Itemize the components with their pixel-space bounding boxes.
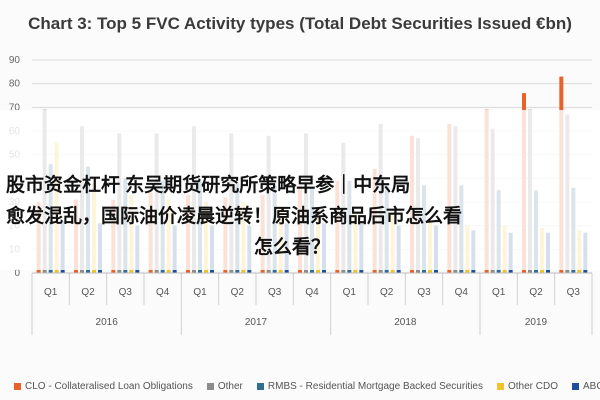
x-group-label: 2017 — [245, 317, 268, 328]
legend-item: RMBS - Residential Mortgage Backed Secur… — [256, 380, 483, 392]
x-tick-label: Q3 — [567, 287, 581, 298]
y-tick-label: 70 — [9, 102, 21, 113]
legend-label: Other CDO — [507, 380, 558, 392]
chart-legend: CLO - Collateralised Loan Obligations Oth… — [14, 378, 600, 394]
x-tick-label: Q1 — [44, 287, 58, 298]
y-tick-label: 80 — [9, 79, 21, 90]
x-tick-label: Q2 — [81, 287, 95, 298]
x-tick-label: Q2 — [231, 287, 245, 298]
x-tick-label: Q1 — [492, 287, 506, 298]
chart-title: Chart 3: Top 5 FVC Activity types (Total… — [28, 14, 572, 33]
headline-line-3: 怎么看？ — [254, 237, 331, 258]
legend-swatch — [256, 382, 264, 390]
legend-label: Other — [217, 380, 243, 392]
legend-item: ABCP — [572, 381, 600, 392]
x-tick-label: Q4 — [156, 287, 170, 298]
y-tick-label: 90 — [9, 55, 21, 66]
legend-label: RMBS - Residential Mortgage Backed Secur… — [267, 380, 483, 392]
x-group-label: 2016 — [96, 317, 119, 328]
x-tick-label: Q3 — [268, 287, 282, 298]
legend-swatch — [496, 382, 504, 390]
x-tick-label: Q2 — [380, 287, 394, 298]
legend-swatch — [14, 382, 21, 390]
legend-swatch — [206, 382, 214, 390]
legend-item: Other — [206, 380, 243, 392]
x-group-label: 2019 — [525, 317, 548, 328]
headline-line-1: 股市资金杠杆 东吴期货研究所策略早参｜中东局 — [6, 175, 411, 196]
headline-text: 股市资金杠杆 东吴期货研究所策略早参｜中东局 愈发混乱，国际油价凌晨逆转！原油系… — [6, 170, 600, 263]
x-group-label: 2018 — [394, 317, 417, 328]
headline-line-2: 愈发混乱，国际油价凌晨逆转！原油系商品后市怎么看 — [6, 206, 463, 227]
x-tick-label: Q1 — [193, 287, 207, 298]
x-tick-label: Q4 — [455, 287, 469, 298]
x-tick-label: Q3 — [119, 287, 133, 298]
x-tick-label: Q2 — [529, 287, 543, 298]
legend-swatch — [572, 382, 579, 390]
x-tick-label: Q1 — [343, 287, 357, 298]
legend-item: CLO - Collateralised Loan Obligations — [14, 381, 193, 392]
headline-overlay — [0, 110, 600, 270]
x-tick-label: Q3 — [417, 287, 431, 298]
x-tick-label: Q4 — [305, 287, 319, 298]
legend-item: Other CDO — [496, 380, 558, 392]
legend-label: ABCP — [583, 380, 600, 392]
y-tick-label: 0 — [14, 268, 20, 279]
legend-label: CLO - Collateralised Loan Obligations — [25, 380, 193, 392]
